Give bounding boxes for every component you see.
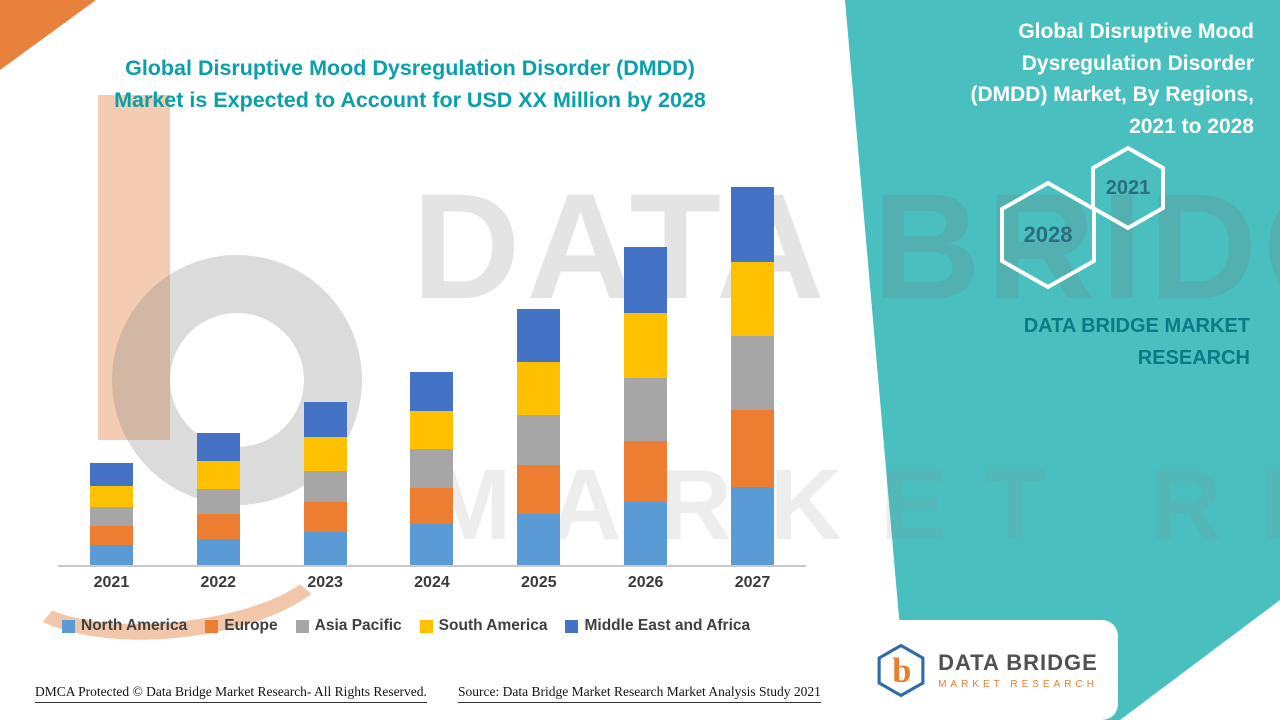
bar-segment-asia-pacific <box>196 488 240 515</box>
panel-brand-text: DATA BRIDGE MARKET RESEARCH <box>1024 310 1250 374</box>
bar-segment-europe <box>303 502 347 533</box>
bar-segment-south-america <box>196 461 240 489</box>
chart-title-line1: Global Disruptive Mood Dysregulation Dis… <box>125 56 695 80</box>
legend-item-middle-east-and-africa: Middle East and Africa <box>565 617 750 635</box>
bar-segment-north-america <box>410 524 454 565</box>
legend-swatch-icon <box>419 619 433 633</box>
stacked-bar-2026 <box>624 246 668 565</box>
bar-segment-middle-east-and-africa <box>410 371 454 411</box>
stacked-bar-2024 <box>410 371 454 565</box>
bar-segment-europe <box>730 409 774 487</box>
bar-segment-europe <box>624 441 668 502</box>
stacked-bar-2027 <box>730 187 774 565</box>
logo-b-glyph: b <box>892 652 911 690</box>
stacked-bar-2023 <box>303 402 347 565</box>
logo-name: DATA BRIDGE <box>938 650 1098 675</box>
bar-segment-middle-east-and-africa <box>303 402 347 437</box>
bar-segment-europe <box>89 526 133 545</box>
bar-segment-asia-pacific <box>624 378 668 442</box>
hexagon-2021: 2021 <box>1090 146 1166 230</box>
x-axis-label-2021: 2021 <box>93 574 130 591</box>
bar-segment-europe <box>410 487 454 525</box>
logo-subtitle: MARKET RESEARCH <box>938 679 1098 690</box>
logo-text: DATA BRIDGE MARKET RESEARCH <box>938 650 1098 690</box>
legend-item-north-america: North America <box>62 617 187 635</box>
source-note: Source: Data Bridge Market Research Mark… <box>458 684 821 703</box>
x-axis-label-2022: 2022 <box>200 574 237 591</box>
side-panel-title: Global Disruptive Mood Dysregulation Dis… <box>970 20 1254 138</box>
legend-swatch-icon <box>62 619 75 633</box>
bar-segment-north-america <box>730 486 774 565</box>
bar-segment-middle-east-and-africa <box>196 432 240 462</box>
bar-segment-south-america <box>624 313 668 379</box>
legend-label: Asia Pacific <box>314 617 402 634</box>
bar-segment-asia-pacific <box>89 507 133 527</box>
stacked-bar-2021 <box>89 463 133 565</box>
bar-segment-middle-east-and-africa <box>89 463 133 486</box>
bar-segment-north-america <box>303 532 347 565</box>
bar-segment-europe <box>196 514 240 539</box>
chart-title: Global Disruptive Mood Dysregulation Dis… <box>70 52 750 117</box>
legend-item-asia-pacific: Asia Pacific <box>295 617 402 635</box>
chart-legend: North America Europe Asia Pacific South Ame… <box>62 617 750 635</box>
plot-area <box>58 185 806 567</box>
legend-swatch-icon <box>295 619 309 633</box>
bar-segment-north-america <box>517 514 561 565</box>
bar-segment-south-america <box>410 410 454 450</box>
panel-brand-line2: RESEARCH <box>1137 347 1250 369</box>
bar-segment-north-america <box>89 544 133 565</box>
bar-segment-north-america <box>196 538 240 565</box>
bar-segment-south-america <box>730 262 774 337</box>
legend-label: South America <box>438 617 548 634</box>
legend-label: Europe <box>224 617 278 634</box>
bar-segment-asia-pacific <box>730 336 774 410</box>
legend-swatch-icon <box>565 619 579 633</box>
x-axis-label-2026: 2026 <box>627 574 664 591</box>
bar-segment-south-america <box>303 436 347 471</box>
bar-segment-europe <box>517 465 561 515</box>
legend-label: Middle East and Africa <box>584 617 751 634</box>
bar-segment-north-america <box>624 502 668 565</box>
company-logo: b DATA BRIDGE MARKET RESEARCH <box>856 620 1118 720</box>
bar-segment-asia-pacific <box>410 449 454 488</box>
legend-swatch-icon <box>205 619 219 633</box>
hexagon-2028-label: 2028 <box>1023 222 1073 247</box>
bar-segment-south-america <box>89 485 133 508</box>
stacked-bar-2022 <box>196 432 240 565</box>
chart-title-line2: Market is Expected to Account for USD XX… <box>114 88 706 113</box>
x-axis-label-2023: 2023 <box>307 574 343 591</box>
bar-segment-middle-east-and-africa <box>624 246 668 314</box>
x-axis-label-2027: 2027 <box>734 574 771 591</box>
x-axis-label-2024: 2024 <box>414 574 450 591</box>
legend-label: North America <box>81 617 188 634</box>
panel-brand-line1: DATA BRIDGE MARKET <box>1023 315 1250 337</box>
hexagon-outline-icon <box>1091 146 1165 230</box>
bar-segment-asia-pacific <box>517 414 561 466</box>
stacked-bar-2025 <box>517 308 561 565</box>
dmca-notice: DMCA Protected © Data Bridge Market Rese… <box>35 684 427 703</box>
hexagon-2021-label: 2021 <box>1105 176 1151 199</box>
legend-item-south-america: South America <box>419 617 548 635</box>
bar-segment-middle-east-and-africa <box>517 308 561 362</box>
bar-segment-south-america <box>517 361 561 415</box>
logo-hexagon-icon: b <box>877 643 925 697</box>
bar-segment-middle-east-and-africa <box>730 187 774 263</box>
hexagon-2028: 2028 <box>998 180 1098 290</box>
bar-segment-asia-pacific <box>303 470 347 503</box>
x-axis-label-2025: 2025 <box>521 574 557 591</box>
legend-item-europe: Europe <box>205 617 278 635</box>
x-axis-labels: 2021 2022 2023 2024 2025 2026 2027 <box>58 574 806 592</box>
